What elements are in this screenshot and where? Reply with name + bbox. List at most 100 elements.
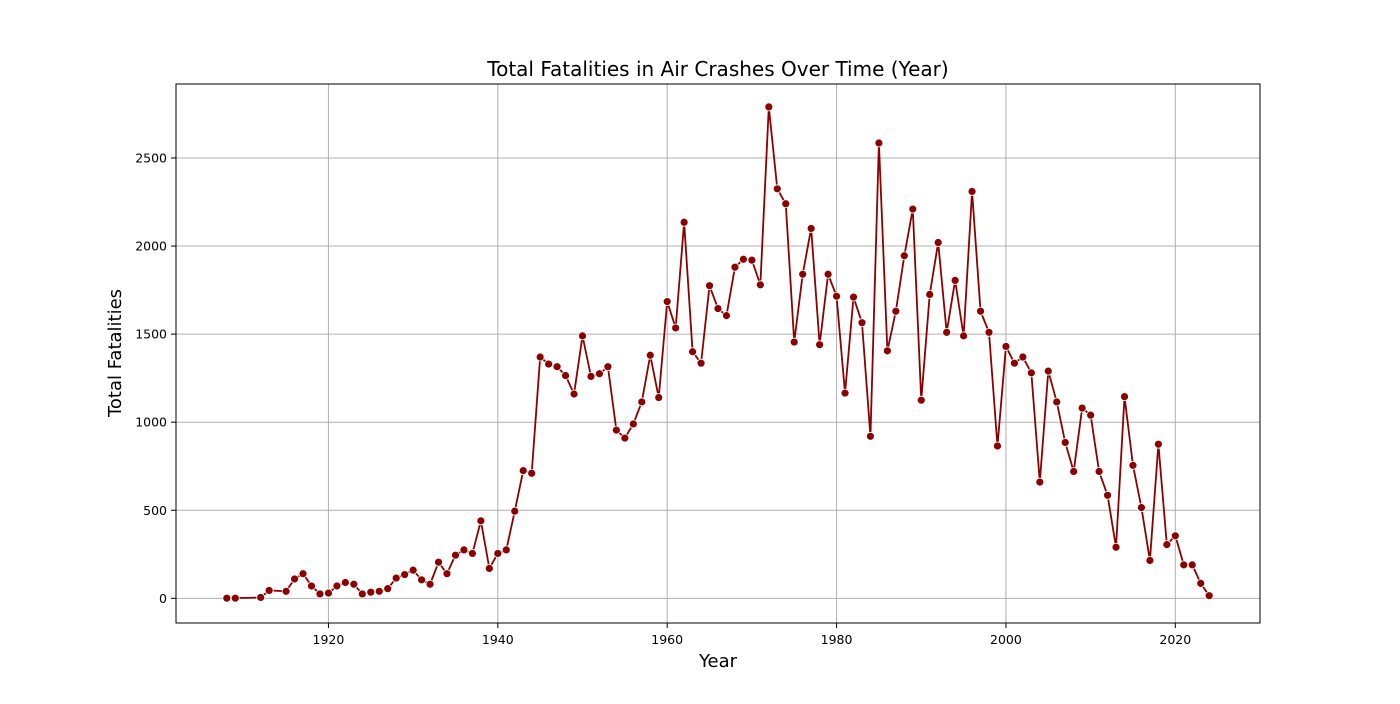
data-point: [849, 292, 858, 302]
data-point: [654, 393, 664, 402]
data-point: [1043, 366, 1053, 376]
data-point: [891, 306, 901, 316]
data-point: [383, 584, 393, 594]
x-tick-label: 2020: [1159, 632, 1191, 647]
data-point: [451, 550, 460, 560]
data-point: [1128, 460, 1138, 470]
grid-lines: [176, 84, 1260, 623]
y-tick-label: 1000: [135, 415, 167, 430]
data-point: [1018, 352, 1028, 362]
data-point: [840, 388, 850, 398]
data-point: [1204, 591, 1214, 601]
data-point: [832, 291, 841, 301]
data-point: [611, 425, 621, 435]
data-point: [1162, 540, 1172, 550]
data-point: [984, 327, 994, 337]
data-point: [324, 588, 333, 598]
data-point: [959, 331, 968, 341]
data-point: [298, 569, 308, 579]
data-point: [764, 102, 774, 112]
data-point: [264, 586, 274, 595]
data-point: [730, 262, 740, 272]
data-point: [823, 269, 833, 279]
data-point: [501, 545, 511, 555]
data-point: [942, 327, 952, 337]
data-point: [1187, 560, 1197, 570]
data-point: [307, 581, 316, 591]
data-point: [340, 578, 350, 587]
plot-frame: [175, 83, 1261, 624]
data-point: [637, 397, 647, 407]
data-point: [1052, 397, 1062, 407]
y-tick-label: 2000: [135, 239, 167, 254]
data-point: [857, 318, 867, 328]
data-point: [535, 352, 545, 362]
data-point: [552, 362, 562, 372]
y-tick-label: 0: [159, 591, 167, 606]
data-point: [739, 254, 748, 264]
data-point: [459, 545, 469, 555]
data-point: [1170, 531, 1180, 541]
data-point: [493, 549, 503, 558]
data-point: [789, 337, 799, 347]
data-point: [1179, 560, 1189, 570]
data-point: [366, 587, 376, 597]
data-point: [518, 466, 528, 476]
data-point: [933, 238, 943, 247]
data-point: [434, 557, 443, 567]
data-point: [417, 575, 426, 585]
data-point: [620, 433, 630, 443]
data-point: [1094, 467, 1104, 476]
y-tick-label: 500: [143, 503, 167, 518]
data-point: [527, 468, 537, 478]
data-point: [916, 395, 926, 405]
data-point: [561, 371, 570, 380]
data-point: [569, 389, 579, 399]
data-point: [1069, 467, 1079, 476]
data-point: [281, 586, 291, 596]
y-axis-ticks: 0 500 1000 1500 2000 2500: [135, 150, 176, 606]
data-point: [442, 569, 452, 579]
data-point: [950, 276, 960, 285]
data-point: [391, 573, 401, 583]
data-point: [586, 371, 596, 381]
x-tick-label: 2000: [990, 632, 1022, 647]
series-group: [222, 102, 1214, 603]
data-point: [1001, 342, 1011, 351]
data-point: [290, 574, 299, 584]
data-point: [425, 579, 435, 589]
data-point: [967, 187, 977, 196]
data-point: [1103, 490, 1112, 500]
data-point: [798, 269, 808, 279]
data-point: [628, 419, 638, 429]
data-point: [806, 224, 816, 233]
data-point: [993, 441, 1002, 451]
data-point: [1120, 392, 1129, 402]
data-point: [713, 304, 723, 313]
data-point: [1153, 439, 1163, 449]
data-point: [222, 593, 232, 603]
data-point: [747, 255, 757, 265]
data-point: [603, 362, 613, 372]
data-point: [400, 570, 410, 579]
data-point: [662, 297, 672, 306]
data-point: [1111, 542, 1121, 552]
data-point: [1086, 410, 1096, 420]
data-point: [866, 431, 875, 441]
data-point: [230, 593, 240, 603]
data-point: [1035, 477, 1045, 487]
data-point: [315, 589, 325, 599]
data-point: [705, 281, 714, 291]
y-axis-label: Total Fatalities: [105, 289, 126, 418]
data-point: [882, 346, 892, 356]
data-point: [781, 199, 791, 209]
plot-area: [176, 84, 1260, 623]
data-point: [1137, 503, 1146, 513]
data-point: [468, 549, 477, 558]
data-point: [1010, 358, 1019, 368]
chart-title: Total Fatalities in Air Crashes Over Tim…: [486, 57, 948, 81]
data-point: [696, 358, 706, 368]
data-point: [925, 290, 935, 299]
